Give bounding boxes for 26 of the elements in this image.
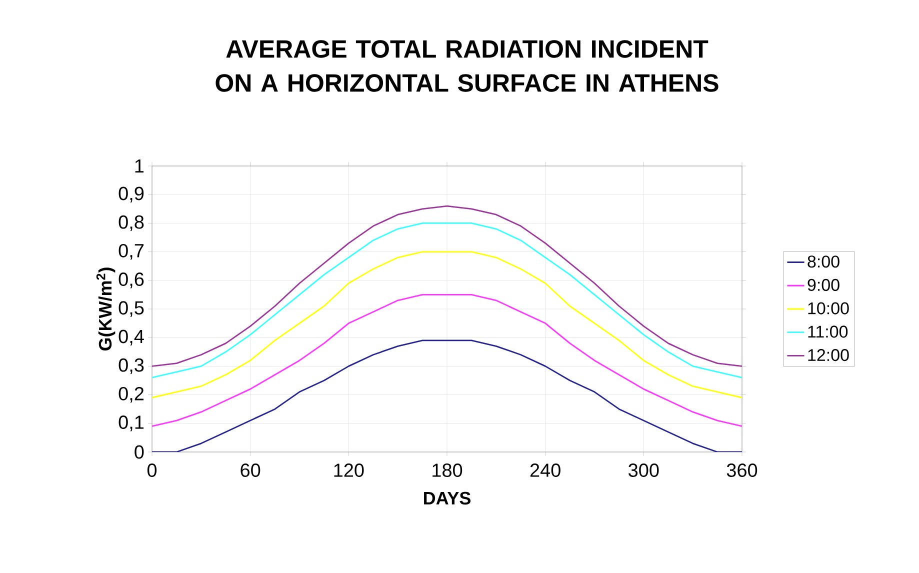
- x-tick-label: 60: [240, 464, 260, 477]
- y-tick-label: 0,6: [118, 272, 144, 288]
- chart-title: AVERAGE TOTAL RADIATION INCIDENT ON A HORIZONTAL SURFACE IN ATHENS: [216, 40, 718, 92]
- y-tick-label: 0,8: [118, 215, 144, 232]
- legend-label: 9:00: [808, 278, 840, 291]
- y-tick-label: 0,2: [118, 386, 144, 403]
- legend-label: 8:00: [808, 256, 840, 268]
- x-tick-label: 240: [530, 464, 560, 477]
- legend-label: 12:00: [808, 349, 849, 362]
- y-tick-label: 0,1: [118, 416, 144, 432]
- y-tick-label: 1: [135, 159, 144, 173]
- legend-label: 10:00: [808, 302, 849, 314]
- y-axis-title: G(KW/m$^{2}$): [96, 268, 116, 350]
- x-tick-label: 360: [726, 464, 758, 477]
- y-tick-label: 0,7: [118, 244, 144, 260]
- x-tick-label: 180: [432, 464, 462, 477]
- y-tick-label: 0: [134, 445, 144, 459]
- y-tick-label: 0,9: [118, 186, 144, 202]
- x-axis-title: DAYS: [424, 492, 470, 505]
- x-tick-label: 120: [334, 464, 364, 477]
- y-tick-label: 0,4: [118, 330, 144, 346]
- y-tick-label: 0,5: [118, 301, 144, 317]
- legend-label: 11:00: [808, 326, 848, 338]
- x-tick-label: 0: [147, 464, 157, 477]
- y-tick-label: 0,3: [118, 358, 144, 374]
- x-tick-label: 300: [628, 464, 659, 477]
